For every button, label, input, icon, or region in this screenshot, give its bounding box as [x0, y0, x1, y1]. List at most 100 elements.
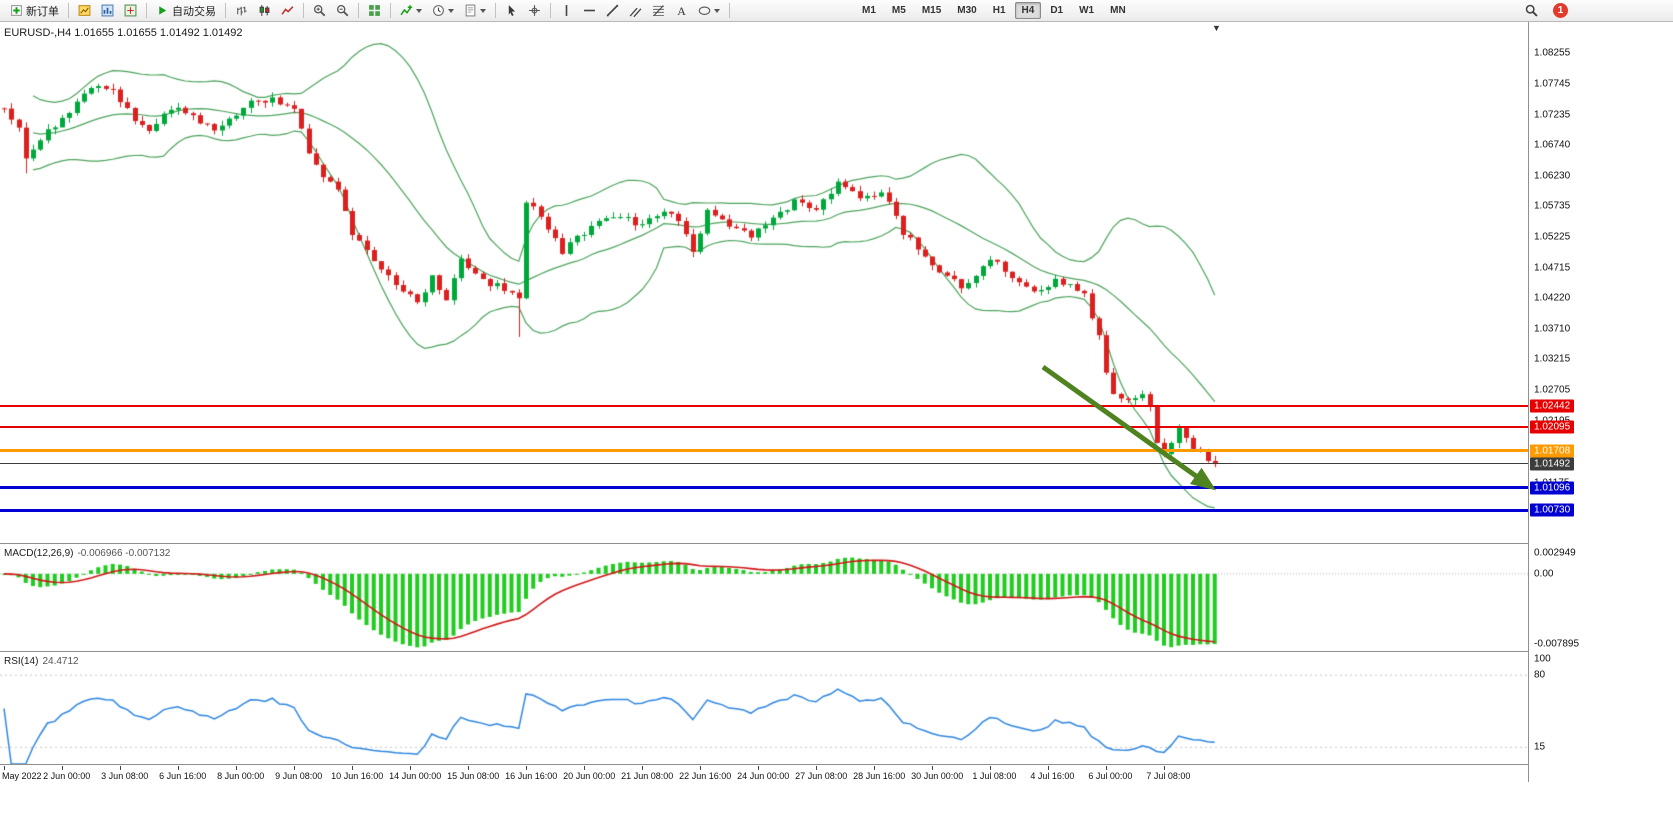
trend-arrow[interactable] [0, 22, 1528, 543]
time-tick [236, 766, 237, 770]
main-chart-panel[interactable]: EURUSD-,H4 1.01655 1.01655 1.01492 1.014… [0, 22, 1528, 543]
indicators-button-dropdown-icon[interactable] [416, 8, 422, 13]
market-watch-button[interactable] [97, 1, 118, 20]
text-button[interactable]: A [671, 1, 692, 20]
chart-shift-marker-icon[interactable]: ▼ [1212, 23, 1221, 33]
templates-button-dropdown-icon[interactable] [480, 8, 486, 13]
toolbar-right: 1 [1520, 1, 1568, 20]
time-axis-label: 24 Jun 00:00 [737, 771, 790, 781]
candlestick-canvas[interactable] [0, 22, 1528, 543]
periods-button-dropdown-icon[interactable] [448, 8, 454, 13]
new-chart-button[interactable] [74, 1, 95, 20]
zoom-out-icon [336, 4, 349, 17]
rsi-indicator-label: RSI(14) 24.4712 [4, 656, 79, 667]
price-axis[interactable]: 0.002949 0.00 -0.007895 1.08255 1.07745 1.… [1528, 22, 1673, 782]
tile-windows-button[interactable] [364, 1, 385, 20]
toolbar-groups: 新订单 自动交易 A [5, 1, 734, 20]
cursor-button[interactable] [501, 1, 522, 20]
time-tick [4, 766, 5, 770]
chart-title: EURUSD-,H4 1.01655 1.01655 1.01492 1.014… [4, 27, 243, 39]
time-axis-label: 22 Jun 16:00 [679, 771, 732, 781]
rsi-canvas[interactable] [0, 653, 1528, 764]
time-axis-label: 30 Jun 00:00 [911, 771, 964, 781]
support-2-price-badge: 1.00730 [1530, 503, 1575, 517]
fibonacci-button[interactable] [648, 1, 669, 20]
autotrading-icon [156, 4, 169, 17]
horizontal-line-button[interactable] [579, 1, 600, 20]
resistance-2-line[interactable] [0, 426, 1528, 429]
hline-icon [583, 4, 596, 17]
timeframe-group: M1 M5 M15 M30 H1 H4 D1 W1 MN [854, 2, 1134, 19]
zoom-in-button[interactable] [309, 1, 330, 20]
timeframe-m30[interactable]: M30 [957, 5, 977, 16]
timeframe-m1[interactable]: M1 [862, 5, 876, 16]
toolbar-separator [550, 3, 551, 18]
navigator-icon [124, 4, 137, 17]
crosshair-button[interactable] [524, 1, 545, 20]
price-axis-label: 1.04715 [1534, 262, 1571, 274]
search-button[interactable] [1521, 1, 1542, 20]
timeframe-d1[interactable]: D1 [1050, 5, 1064, 16]
notification-badge[interactable]: 1 [1553, 3, 1568, 18]
time-tick [758, 766, 759, 770]
resistance-2-price-badge: 1.02095 [1530, 420, 1575, 434]
time-axis-label: 27 Jun 08:00 [795, 771, 848, 781]
time-tick [874, 766, 875, 770]
rsi-axis-label: 100 [1534, 653, 1551, 665]
arrows-button[interactable] [694, 1, 724, 20]
new-order-button[interactable]: 新订单 [6, 1, 63, 20]
crosshair-icon [528, 4, 541, 17]
time-axis[interactable]: May 2022 2 Jun 00:00 3 Jun 08:00 6 Jun 16:0… [0, 766, 1528, 782]
cursor-icon [505, 4, 518, 17]
zoom-in-icon [313, 4, 326, 17]
rsi-panel[interactable]: RSI(14) 24.4712 [0, 653, 1528, 764]
trendline-button[interactable] [602, 1, 623, 20]
templates-button[interactable] [460, 1, 490, 20]
time-axis-label: 9 Jun 08:00 [275, 771, 323, 781]
panel-separator[interactable] [0, 764, 1673, 765]
zoom-out-button[interactable] [332, 1, 353, 20]
resistance-1-line[interactable] [0, 405, 1528, 408]
time-tick [468, 766, 469, 770]
time-tick [1048, 766, 1049, 770]
macd-axis-max: 0.002949 [1534, 547, 1576, 559]
time-axis-label: 16 Jun 16:00 [505, 771, 558, 781]
timeframe-w1[interactable]: W1 [1079, 5, 1095, 16]
macd-axis-zero: 0.00 [1534, 568, 1554, 580]
toolbar-separator [390, 3, 391, 18]
autotrading-button[interactable]: 自动交易 [152, 1, 220, 20]
tile-icon [368, 4, 381, 17]
support-2-line[interactable] [0, 508, 1528, 512]
toolbar-separator [729, 3, 730, 18]
time-axis-label: 8 Jun 00:00 [217, 771, 265, 781]
navigator-button[interactable] [120, 1, 141, 20]
price-axis-label: 1.03215 [1534, 353, 1571, 365]
template-icon [464, 4, 477, 17]
panel-separator[interactable] [0, 543, 1673, 544]
key-level-line[interactable] [0, 449, 1528, 453]
timeframe-mn[interactable]: MN [1110, 5, 1126, 16]
time-tick [410, 766, 411, 770]
macd-canvas[interactable] [0, 545, 1528, 651]
timeframe-h1[interactable]: H1 [992, 5, 1006, 16]
vertical-line-button[interactable] [556, 1, 577, 20]
time-tick [62, 766, 63, 770]
bar-chart-button[interactable] [231, 1, 252, 20]
bid-line[interactable] [0, 463, 1528, 465]
equidistant-channel-button[interactable] [625, 1, 646, 20]
time-axis-label: 2 Jun 00:00 [43, 771, 91, 781]
fibo-icon [652, 4, 665, 17]
periods-button[interactable] [428, 1, 458, 20]
panel-separator[interactable] [0, 651, 1673, 652]
timeframe-h4[interactable]: H4 [1014, 2, 1042, 19]
timeframe-m15[interactable]: M15 [921, 5, 942, 16]
candlestick-chart-button[interactable] [254, 1, 275, 20]
indicators-button[interactable] [396, 1, 426, 20]
support-1-line[interactable] [0, 486, 1528, 490]
macd-panel[interactable]: MACD(12,26,9) -0.006966 -0.007132 [0, 545, 1528, 651]
timeframe-m5[interactable]: M5 [891, 5, 906, 16]
toolbar-separator [495, 3, 496, 18]
line-chart-button[interactable] [277, 1, 298, 20]
time-tick [352, 766, 353, 770]
arrows-button-dropdown-icon[interactable] [714, 8, 720, 13]
